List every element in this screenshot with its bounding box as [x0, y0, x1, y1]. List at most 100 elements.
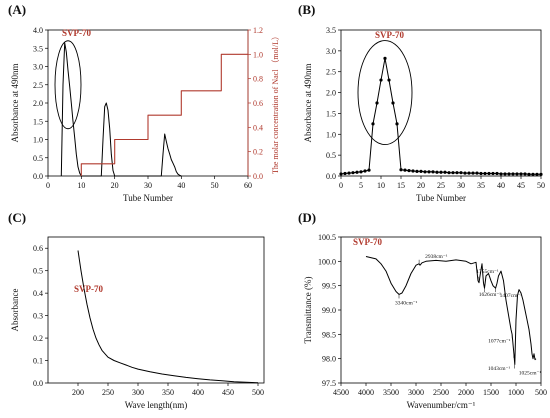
series-point: [447, 171, 451, 175]
series-point: [463, 171, 467, 175]
highlight-ellipse: [357, 40, 413, 146]
peak-label: 3340cm⁻¹: [395, 300, 418, 306]
y-axis-title: Absorbance at 490nm: [10, 64, 20, 143]
series-point: [487, 171, 491, 176]
plot-frame: [340, 29, 542, 177]
x-tick-label: 400: [192, 388, 204, 397]
y-tick-label: 0.2: [33, 334, 43, 343]
y-tick-label: 0.0: [33, 379, 43, 388]
y-tick-label: 0.5: [33, 267, 43, 276]
y-tick-label: 0.0: [33, 172, 43, 181]
series-point: [399, 168, 403, 172]
series-point: [435, 170, 439, 174]
series-point: [403, 168, 407, 172]
peak-label: 1626cm⁻¹: [479, 292, 502, 298]
panel-label: (C): [8, 210, 26, 225]
x-tick-label: 1000: [508, 388, 524, 397]
series-point: [387, 78, 391, 82]
series-point: [367, 168, 371, 172]
peak-label: 1025cm⁻¹: [519, 371, 542, 377]
x-tick-label: 5: [359, 181, 363, 190]
x-tick-label: 25: [437, 181, 445, 190]
series-point: [467, 171, 471, 175]
panel-3: (C) 200 250 300 350 400 450 500 0.0 0.1 0.2 0.3 0.4 0…: [8, 210, 265, 410]
series-point: [355, 170, 359, 174]
series-line-2: [80, 53, 248, 176]
y-tick-label: 3.5: [33, 44, 43, 53]
x-tick-label: 35: [477, 181, 485, 190]
y-axis-title: Absorbance: [10, 289, 20, 332]
x-axis-title: Wave length(nm): [125, 400, 188, 410]
y-tick-label: 0.3: [33, 312, 43, 321]
series-point: [439, 170, 443, 174]
series-point: [347, 171, 351, 175]
panel-2: (B) 0 5 10 15 20 25 30 35 40 45 50 0.0 0.5 1.0 1.5 2.0 2.…: [298, 2, 545, 203]
x-tick-label: 20: [111, 181, 119, 190]
series-point: [531, 172, 535, 176]
series-point: [459, 171, 463, 175]
x-axis-title: Tube Number: [123, 193, 173, 203]
panel-4: (D) 4500 4000 3500 3000 2500 2000 1500 1000 500 97…: [298, 210, 547, 410]
y-tick-label: 99.0: [322, 306, 336, 315]
y-tick-label: 2.5: [33, 81, 43, 90]
peak-label: 1755cm⁻¹: [476, 269, 499, 275]
series-point: [483, 171, 487, 176]
series-point: [431, 170, 435, 174]
series-point: [351, 171, 355, 175]
y-tick-label: 0.0: [326, 172, 336, 181]
sample-annotation: SVP-70: [74, 284, 103, 294]
y2-tick-label: 0.0: [253, 172, 263, 181]
x-tick-label: 2000: [458, 388, 474, 397]
x-tick-label: 0: [46, 181, 50, 190]
series-point: [539, 172, 543, 176]
x-tick-label: 40: [497, 181, 505, 190]
panel-label: (A): [8, 2, 26, 17]
x-tick-label: 4500: [333, 388, 349, 397]
series-point: [419, 169, 423, 174]
series-point: [395, 122, 399, 126]
series-point: [491, 171, 495, 176]
y-tick-label: 3.0: [33, 63, 43, 72]
y-tick-label: 100.0: [318, 257, 336, 266]
y-tick-label: 2.5: [326, 68, 336, 77]
series-point: [451, 171, 455, 175]
x-tick-label: 15: [397, 181, 405, 190]
series-point: [343, 171, 347, 176]
x-tick-label: 250: [102, 388, 114, 397]
sample-annotation: SVP-70: [375, 30, 404, 40]
y-tick-label: 2.0: [326, 89, 336, 98]
series-point: [515, 172, 519, 176]
series-point: [411, 169, 415, 173]
sample-annotation: SVP-70: [62, 28, 91, 38]
series-point: [363, 169, 367, 173]
x-tick-label: 30: [144, 181, 152, 190]
series-point: [479, 171, 483, 176]
y2-tick-label: 1.2: [253, 26, 263, 35]
y-tick-label: 1.5: [326, 109, 336, 118]
y-tick-label: 3.0: [326, 47, 336, 56]
x-tick-label: 200: [72, 388, 84, 397]
y-axis-title: Transmittance (%): [303, 277, 313, 344]
series-point: [423, 170, 427, 174]
series-point: [523, 172, 527, 176]
y-tick-label: 0.1: [33, 357, 43, 366]
y2-tick-label: 1.0: [253, 50, 263, 59]
series-point: [375, 101, 379, 105]
series-point: [407, 168, 411, 173]
series-point: [527, 172, 531, 176]
y-tick-label: 97.5: [322, 379, 336, 388]
y-tick-label: 1.0: [326, 130, 336, 139]
highlight-ellipse: [54, 40, 82, 130]
series-point: [471, 171, 475, 175]
series-point: [415, 169, 419, 174]
y-axis-title: Absorbance at 490nm: [303, 64, 313, 143]
series-point: [519, 172, 523, 176]
series-point: [379, 78, 383, 82]
x-tick-label: 500: [252, 388, 264, 397]
series-point: [499, 172, 503, 176]
y-tick-label: 98.0: [322, 355, 336, 364]
y-tick-label: 3.5: [326, 26, 336, 35]
series-line-1: [365, 256, 537, 365]
y-tick-label: 4.0: [33, 26, 43, 35]
